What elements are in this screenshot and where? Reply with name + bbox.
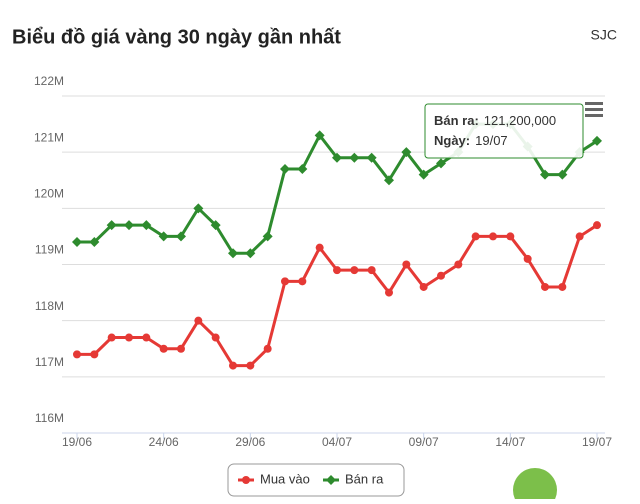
point: [210, 220, 221, 231]
point: [314, 130, 325, 141]
point: [349, 152, 360, 163]
point: [158, 231, 169, 242]
point: [211, 333, 220, 342]
point: [489, 232, 497, 241]
legend-label: Mua vào: [260, 471, 310, 486]
point: [350, 266, 359, 275]
point: [540, 169, 550, 180]
x-tick-label: 09/07: [409, 435, 439, 449]
point: [454, 260, 463, 269]
x-tick-label: 19/07: [582, 435, 612, 449]
menu-bar: [585, 102, 603, 105]
point: [159, 344, 168, 353]
point: [402, 260, 411, 269]
y-tick-label: 119M: [35, 243, 64, 257]
point: [90, 350, 99, 359]
point: [418, 169, 429, 180]
point: [193, 203, 204, 214]
point: [280, 164, 290, 175]
point: [229, 361, 237, 370]
menu-icon[interactable]: [585, 102, 603, 117]
point: [384, 175, 394, 186]
tooltip-label: Ngày:: [434, 133, 470, 148]
x-tick-label: 14/07: [495, 435, 525, 449]
legend-marker: [326, 475, 336, 485]
point: [298, 277, 307, 286]
tooltip-line: Bán ra: 121,200,000: [434, 113, 556, 128]
y-tick-label: 116M: [35, 411, 64, 425]
legend: Mua vào Bán ra: [227, 463, 405, 497]
point: [558, 282, 567, 291]
point: [557, 169, 568, 180]
legend-marker: [242, 476, 250, 484]
point: [332, 152, 342, 163]
point: [141, 220, 152, 231]
point: [125, 333, 133, 342]
point: [437, 271, 445, 280]
point: [281, 277, 289, 286]
point: [315, 243, 324, 252]
point: [245, 248, 256, 259]
menu-bar: [585, 114, 603, 117]
point: [142, 333, 151, 342]
point: [333, 266, 341, 275]
point: [176, 231, 186, 242]
point: [471, 232, 480, 241]
point: [593, 221, 601, 230]
tooltip-value: 121,200,000: [484, 113, 556, 128]
tooltip: Bán ra: 121,200,000 Ngày: 19/07: [424, 103, 584, 159]
point: [262, 231, 273, 242]
menu-bar: [585, 108, 603, 111]
tooltip-line: Ngày: 19/07: [434, 133, 508, 148]
x-tick-label: 24/06: [149, 435, 179, 449]
chart-title: Biểu đồ giá vàng 30 ngày gần nhất: [12, 26, 341, 48]
point: [297, 164, 308, 175]
chart-subtitle: SJC: [591, 27, 617, 43]
point: [366, 152, 377, 163]
point: [228, 248, 238, 259]
point: [401, 147, 412, 158]
point: [124, 220, 134, 231]
series-line: [77, 223, 598, 368]
point: [72, 237, 82, 248]
point: [367, 266, 376, 275]
point: [73, 350, 81, 359]
y-tick-label: 122M: [34, 74, 64, 88]
point: [541, 282, 549, 291]
point: [385, 288, 393, 297]
y-tick-label: 121M: [34, 130, 64, 144]
y-tick-label: 120M: [34, 187, 64, 201]
point: [523, 254, 532, 263]
tooltip-box: [424, 103, 584, 159]
point: [246, 361, 255, 370]
tooltip-value: 19/07: [475, 133, 508, 148]
point: [506, 232, 515, 241]
point: [436, 158, 446, 169]
x-tick-label: 29/06: [235, 435, 265, 449]
point: [89, 237, 100, 248]
y-tick-label: 117M: [35, 355, 64, 369]
point: [107, 333, 116, 342]
point: [194, 316, 203, 325]
point: [106, 220, 117, 231]
legend-box: [227, 463, 405, 497]
point: [575, 232, 584, 241]
point: [419, 282, 428, 291]
x-tick-label: 04/07: [322, 435, 352, 449]
legend-label: Bán ra: [345, 471, 384, 486]
point: [592, 135, 602, 146]
point: [263, 344, 272, 353]
point: [177, 344, 185, 353]
x-tick-label: 19/06: [62, 435, 92, 449]
tooltip-label: Bán ra:: [434, 113, 479, 128]
y-tick-label: 118M: [35, 299, 64, 313]
corner-button[interactable]: [513, 468, 557, 504]
